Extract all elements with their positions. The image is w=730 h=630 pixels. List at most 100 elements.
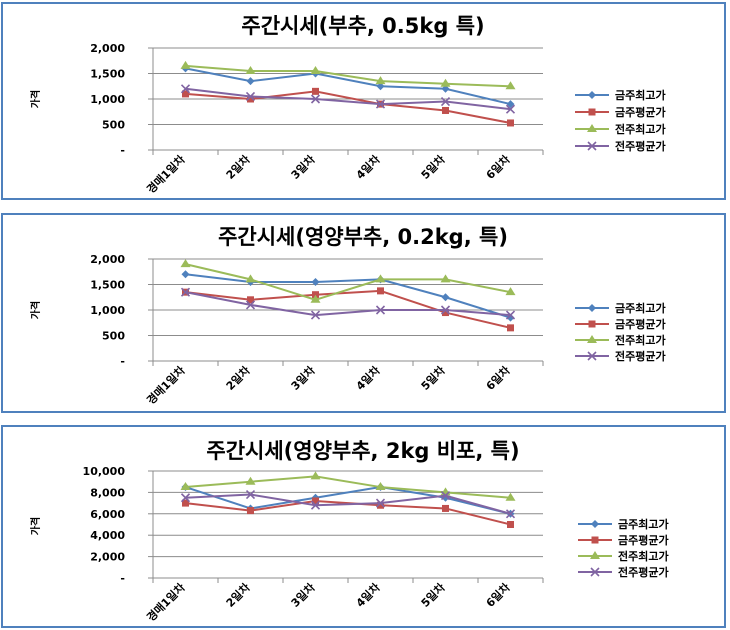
data-point-s3-6 [505, 492, 516, 501]
x-tick-label: 4일차 [353, 363, 383, 393]
x-tick-label: 경매1일차 [144, 152, 189, 197]
legend-marker [588, 108, 596, 116]
legend-marker [587, 335, 597, 343]
legend-label: 전주최고가 [615, 122, 666, 136]
chart-panel-3: 주간시세(영양부추, 2kg 비포, 특) - 2,000 4,000 6,000 8,… [1, 425, 726, 628]
legend-marker [587, 124, 597, 132]
data-point-s4-6 [505, 104, 516, 114]
x-tick-label: 2일차 [223, 580, 253, 610]
data-point-s3-2 [245, 65, 256, 74]
x-tick-label: 3일차 [288, 152, 318, 182]
series-line-3 [185, 263, 511, 301]
chart-3-svg: 주간시세(영양부추, 2kg 비포, 특) - 2,000 4,000 6,000 8,… [29, 439, 669, 624]
data-point-s4-4 [375, 498, 386, 508]
data-point-s3-1 [180, 259, 191, 268]
x-tick-label: 6일차 [483, 363, 513, 393]
y-axis-label: 가격 [29, 90, 42, 108]
data-point-s2-5 [442, 504, 449, 512]
legend-label: 금주평균가 [615, 105, 666, 119]
data-point-s3-6 [505, 287, 516, 296]
x-tick-label: 경매1일차 [144, 363, 189, 408]
x-tick-label: 6일차 [483, 152, 513, 182]
y-axis-label: 가격 [29, 517, 42, 535]
data-point-s4-2 [245, 300, 256, 310]
legend-label: 금주최고가 [618, 517, 669, 531]
chart-3-plot: - 2,000 4,000 6,000 8,000 10,000 경매1일차 2일차 3일차 4일… [29, 465, 669, 624]
data-point-s4-4 [375, 99, 386, 109]
x-tick-label: 4일차 [353, 152, 383, 182]
y-tick-label: 1,500 [90, 68, 125, 81]
data-point-s2-2 [247, 95, 254, 103]
chart-1-svg: 주간시세(부추, 0.5kg 특) - 500 1,000 1,500 2,000 경매1… [29, 14, 666, 196]
data-point-s2-1 [182, 90, 189, 98]
y-tick-label: 2,000 [90, 253, 125, 266]
y-tick-label: 8,000 [90, 486, 125, 499]
legend-marker [588, 304, 596, 312]
series-line-2 [185, 289, 511, 329]
legend-label: 전주최고가 [615, 333, 666, 347]
chart-1-title: 주간시세(부추, 0.5kg 특) [241, 14, 484, 38]
y-tick-label: 1,000 [90, 93, 125, 106]
legend-label: 전주평균가 [615, 349, 666, 363]
data-point-s1-3 [311, 277, 320, 286]
x-tick-label: 3일차 [288, 580, 318, 610]
x-tick-label: 4일차 [353, 580, 383, 610]
y-tick-label: - [120, 355, 125, 368]
chart-2-svg: 주간시세(영양부추, 0.2kg, 특) - 500 1,000 1,500 2,000… [29, 225, 666, 407]
y-tick-label: 10,000 [83, 465, 126, 478]
series-line-4 [185, 87, 511, 111]
chart-1-plot: - 500 1,000 1,500 2,000 경매1일차 2일차 3일차 4일차 5일차 6일차 가… [29, 42, 666, 196]
x-tick-label: 2일차 [223, 363, 253, 393]
data-point-s1-4 [376, 82, 385, 91]
data-point-s3-4 [375, 274, 386, 283]
data-point-s4-5 [440, 96, 451, 107]
x-tick-label: 3일차 [288, 363, 318, 393]
chart-panel-1: 주간시세(부추, 0.5kg 특) - 500 1,000 1,500 2,000 경매1… [1, 2, 726, 200]
legend-label: 금주최고가 [615, 88, 666, 102]
series-line-1 [185, 486, 511, 515]
data-point-s4-2 [245, 489, 256, 500]
series-line-2 [185, 90, 511, 124]
y-tick-label: 1,500 [90, 279, 125, 292]
data-point-s4-2 [245, 91, 256, 102]
data-point-s2-3 [312, 87, 319, 95]
y-tick-label: 6,000 [90, 508, 125, 521]
series-line-3 [185, 475, 511, 499]
legend-marker [588, 320, 596, 328]
y-tick-label: 500 [102, 119, 125, 132]
y-tick-label: 500 [102, 330, 125, 343]
chart-panel-2: 주간시세(영양부추, 0.2kg, 특) - 500 1,000 1,500 2,000… [1, 213, 726, 413]
y-tick-label: 1,000 [90, 304, 125, 317]
series-line-2 [185, 499, 511, 526]
data-point-s3-4 [375, 76, 386, 85]
data-point-s3-3 [310, 294, 321, 303]
data-point-s3-5 [440, 274, 451, 283]
chart-2-title: 주간시세(영양부추, 0.2kg, 특) [218, 225, 508, 249]
series-line-4 [185, 291, 511, 317]
data-point-s4-3 [310, 94, 321, 104]
legend-label: 전주평균가 [618, 565, 669, 579]
data-point-s2-4 [377, 501, 384, 509]
data-point-s3-3 [310, 471, 321, 480]
data-point-s3-1 [180, 482, 191, 491]
y-tick-label: 2,000 [90, 42, 125, 55]
data-point-s1-2 [246, 77, 255, 86]
data-point-s4-5 [440, 491, 451, 501]
legend-marker [590, 551, 600, 559]
data-point-s3-3 [310, 65, 321, 74]
legend-label: 금주최고가 [615, 301, 666, 315]
data-point-s3-5 [440, 78, 451, 87]
x-tick-label: 6일차 [483, 580, 513, 610]
data-point-s4-1 [180, 287, 191, 297]
data-point-s4-6 [505, 509, 516, 519]
data-point-s2-6 [507, 119, 514, 127]
legend-marker [587, 351, 597, 361]
y-tick-label: - [120, 572, 125, 585]
data-point-s2-6 [507, 324, 514, 332]
data-point-s3-2 [245, 274, 256, 283]
chart-2-plot: - 500 1,000 1,500 2,000 경매1일차 2일차 3일차 4일차 5일차 6일차 가… [29, 253, 666, 407]
y-tick-label: 2,000 [90, 551, 125, 564]
data-point-s4-6 [505, 310, 516, 320]
series-line-4 [185, 493, 511, 515]
data-point-s2-2 [247, 507, 254, 515]
